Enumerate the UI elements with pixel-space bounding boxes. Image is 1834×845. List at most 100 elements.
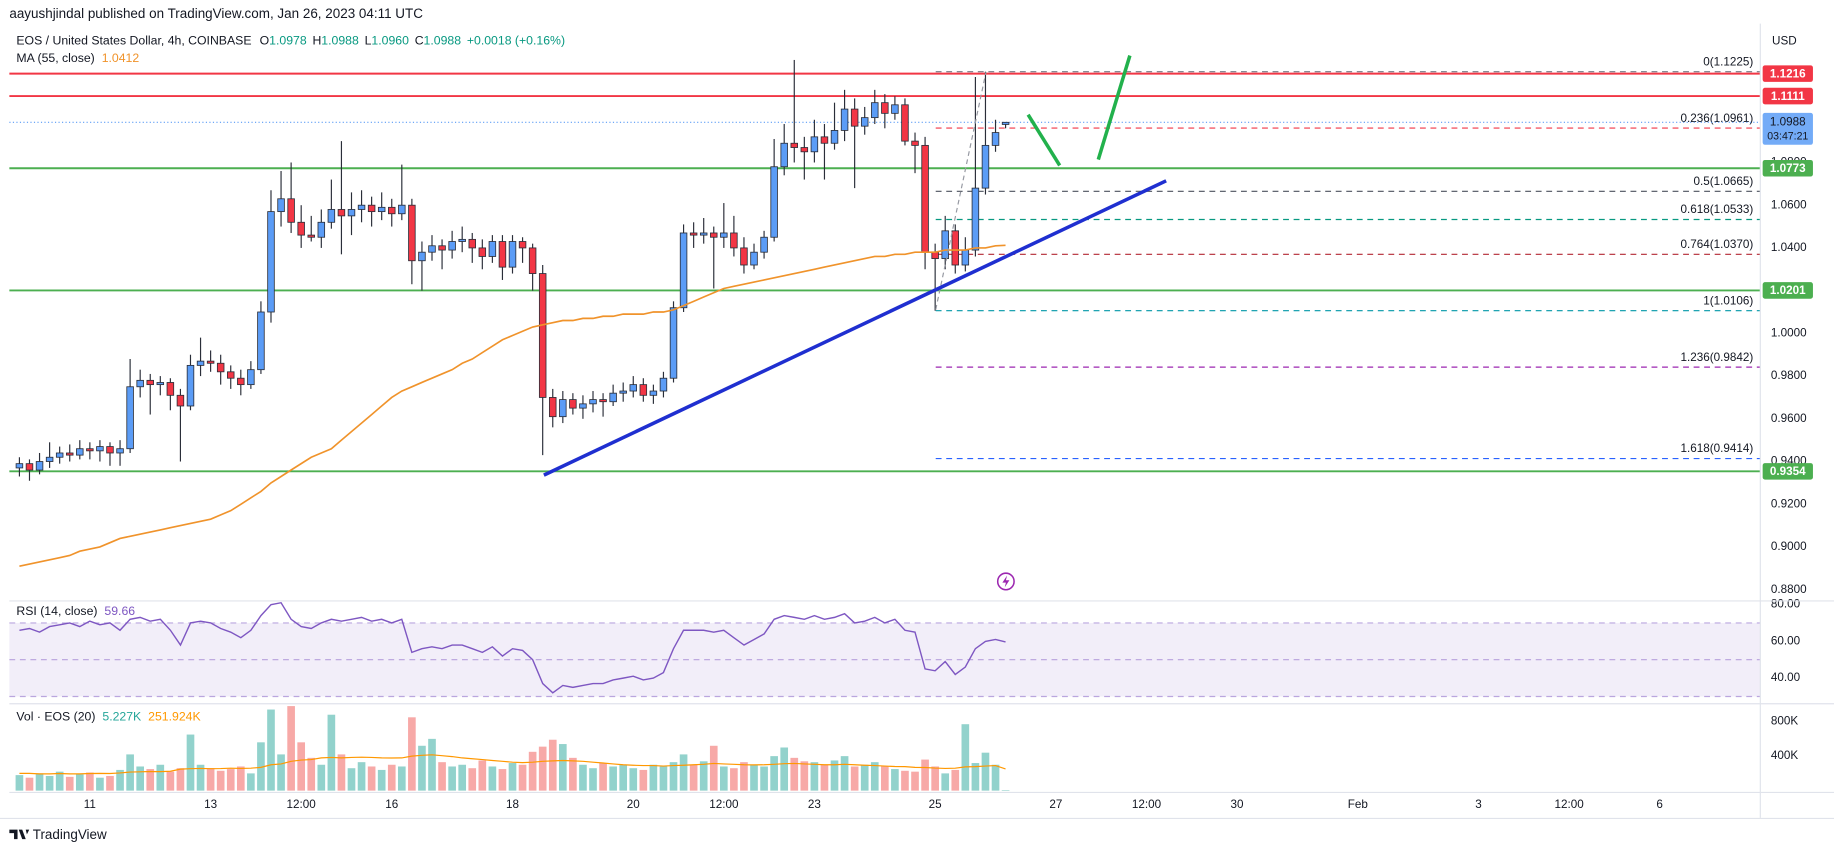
- volume-bar: [478, 760, 487, 791]
- volume-bar: [65, 776, 74, 791]
- x-tick-label: 12:00: [1554, 798, 1584, 811]
- volume-bar: [669, 762, 678, 791]
- candle-body: [347, 209, 356, 217]
- y-tick-label: 0.8800: [1771, 583, 1807, 596]
- level-tag: [1762, 282, 1813, 299]
- candle-body: [881, 102, 889, 114]
- candle-body: [689, 232, 698, 236]
- candle-body: [850, 108, 859, 127]
- candle-body: [981, 144, 990, 189]
- event-bolt: [1002, 575, 1010, 588]
- volume-bar: [136, 766, 144, 791]
- candle-body: [659, 377, 668, 392]
- legend-change: +0.0018 (+0.16%): [467, 34, 565, 48]
- candle-body: [901, 104, 909, 142]
- volume-legend: Vol · EOS (20) 5.227K 251.924K: [16, 710, 201, 724]
- candle-body: [448, 241, 456, 251]
- x-tick-label: 27: [1049, 798, 1062, 811]
- x-tick-label: 12:00: [1132, 798, 1162, 811]
- volume-bar: [991, 764, 1000, 791]
- candle-body: [549, 397, 557, 418]
- candle-body: [66, 452, 74, 456]
- candle-body: [730, 232, 738, 249]
- candle-body: [971, 187, 980, 251]
- candle-body: [830, 130, 839, 144]
- volume-bar: [840, 756, 849, 791]
- volume-bar: [387, 764, 396, 791]
- candle-body: [35, 461, 44, 471]
- projection-arrow: [1026, 113, 1062, 167]
- event-icon: [996, 572, 1015, 591]
- volume-bar: [25, 777, 34, 791]
- x-tick-label: 3: [1475, 798, 1482, 811]
- legend-value: 1.0988: [424, 34, 462, 48]
- candle-body: [720, 232, 728, 238]
- volume-bar: [558, 744, 567, 791]
- candle-body: [15, 463, 24, 469]
- candle-body: [528, 247, 537, 274]
- volume-ma-value: 251.924K: [148, 710, 201, 724]
- candle-body: [629, 384, 637, 392]
- candle-body: [810, 136, 819, 153]
- candle-body: [428, 245, 436, 253]
- volume-bar: [196, 764, 205, 791]
- fib-label: 0.764(1.0370): [1681, 238, 1754, 251]
- level-tag: [1762, 159, 1813, 177]
- volume-bar: [931, 766, 939, 791]
- volume-bar: [498, 769, 507, 791]
- volume-bar: [337, 754, 346, 791]
- candle-body: [86, 448, 94, 452]
- y-tick-label: 800K: [1771, 715, 1798, 728]
- candle-body: [418, 251, 426, 262]
- volume-bar: [166, 771, 175, 791]
- volume-bar: [458, 764, 467, 791]
- volume-bar: [277, 754, 285, 791]
- candle-body: [488, 241, 497, 257]
- volume-bar: [709, 745, 718, 791]
- candle-body: [639, 384, 648, 396]
- volume-bar: [116, 769, 124, 791]
- volume-bar: [720, 766, 728, 791]
- footer-text: TradingView: [33, 827, 107, 842]
- candle-body: [388, 206, 396, 215]
- volume-bar: [800, 761, 809, 791]
- x-tick-label: 23: [808, 798, 821, 811]
- candle-body: [237, 377, 245, 386]
- volume-bar: [830, 760, 839, 791]
- volume-bar: [780, 747, 789, 791]
- candle-body: [96, 446, 104, 452]
- volume-bar: [548, 739, 557, 791]
- x-tick-label: 30: [1231, 798, 1244, 811]
- candle-body: [176, 394, 185, 407]
- volume-bar: [538, 746, 547, 791]
- candle-body: [579, 403, 587, 409]
- x-tick-label: 6: [1656, 798, 1663, 811]
- volume-bar: [86, 772, 94, 791]
- candle-body: [871, 102, 879, 119]
- rsi-line: [19, 601, 1006, 694]
- candle-body: [740, 247, 748, 266]
- volume-bar: [941, 773, 950, 791]
- legend-value: 1.0988: [321, 34, 359, 48]
- volume-bar: [810, 762, 819, 791]
- candle-body: [55, 452, 64, 458]
- fib-label: 0(1.1225): [1703, 55, 1753, 68]
- volume-bar: [609, 766, 617, 791]
- volume-bar: [347, 768, 356, 791]
- candle-body: [227, 371, 235, 379]
- candle-body: [458, 238, 466, 242]
- volume-bar: [619, 764, 628, 791]
- volume-bar: [689, 764, 698, 791]
- volume-bar: [367, 766, 376, 791]
- x-tick-label: 12:00: [709, 798, 739, 811]
- header: aayushjindal published on TradingView.co…: [9, 6, 423, 21]
- volume-bar: [236, 766, 245, 791]
- logo-mark: [9, 829, 30, 840]
- volume-bar: [75, 774, 84, 791]
- candle-body: [699, 232, 708, 236]
- volume-bar: [357, 762, 366, 791]
- volume-bar: [699, 761, 708, 791]
- volume-bar: [528, 751, 537, 791]
- volume-bar: [206, 768, 215, 791]
